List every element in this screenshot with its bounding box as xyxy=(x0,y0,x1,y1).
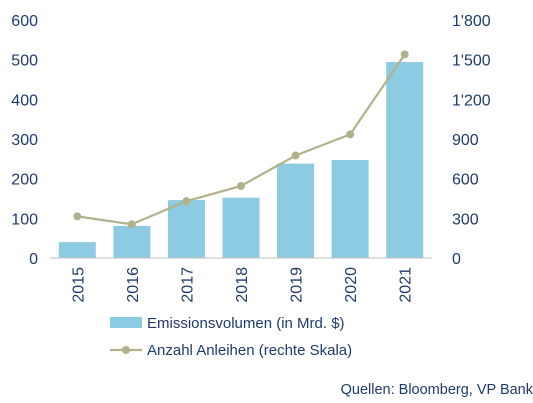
y-tick-label: 0 xyxy=(29,251,38,268)
y2-tick-label: 300 xyxy=(452,211,479,228)
legend-line-label: Anzahl Anleihen (rechte Skala) xyxy=(147,342,352,359)
y2-tick-label: 600 xyxy=(452,172,479,189)
bar-2016 xyxy=(113,225,151,258)
bar-2015 xyxy=(58,242,96,258)
y-tick-label: 300 xyxy=(11,132,38,149)
line-point-2019 xyxy=(291,151,300,160)
y2-tick-label: 900 xyxy=(452,132,479,149)
bar-2019 xyxy=(277,163,315,258)
y2-tick-label: 1'200 xyxy=(452,92,491,109)
y-tick-label: 600 xyxy=(11,13,38,30)
line-point-2020 xyxy=(346,130,355,139)
x-tick-label: 2016 xyxy=(125,267,142,303)
source-note: Quellen: Bloomberg, VP Bank xyxy=(341,382,533,398)
x-tick-label: 2015 xyxy=(70,267,87,303)
bar-2020 xyxy=(331,160,369,258)
bar-2018 xyxy=(222,197,260,258)
legend-bar-swatch xyxy=(110,317,142,328)
x-tick-label: 2019 xyxy=(289,267,306,303)
legend: Emissionsvolumen (in Mrd. $) Anzahl Anlei… xyxy=(110,315,352,359)
y2-tick-label: 1'500 xyxy=(452,53,491,70)
y2-tick-label: 0 xyxy=(452,251,461,268)
y-tick-label: 400 xyxy=(11,92,38,109)
bar-2021 xyxy=(386,62,424,259)
line-point-2015 xyxy=(73,212,82,221)
y-tick-label: 200 xyxy=(11,172,38,189)
y-tick-label: 500 xyxy=(11,53,38,70)
line-point-2017 xyxy=(182,197,191,206)
y-tick-label: 100 xyxy=(11,211,38,228)
line-series xyxy=(73,50,409,229)
line-point-2021 xyxy=(400,50,409,59)
x-tick-label: 2020 xyxy=(343,267,360,303)
tick-labels: 0 100 200 300 400 500 600 0 300 600 900 1'200 1'500 1… xyxy=(11,13,490,303)
x-tick-label: 2021 xyxy=(398,267,415,303)
x-tick-label: 2017 xyxy=(179,267,196,303)
bar-series xyxy=(58,62,424,259)
x-tick-label: 2018 xyxy=(234,267,251,303)
legend-line-marker xyxy=(122,346,130,354)
line-point-2016 xyxy=(127,220,136,229)
y2-tick-label: 1'800 xyxy=(452,13,491,30)
bar-2017 xyxy=(167,200,205,258)
legend-bar-label: Emissionsvolumen (in Mrd. $) xyxy=(147,315,345,332)
line-point-2018 xyxy=(237,181,245,190)
